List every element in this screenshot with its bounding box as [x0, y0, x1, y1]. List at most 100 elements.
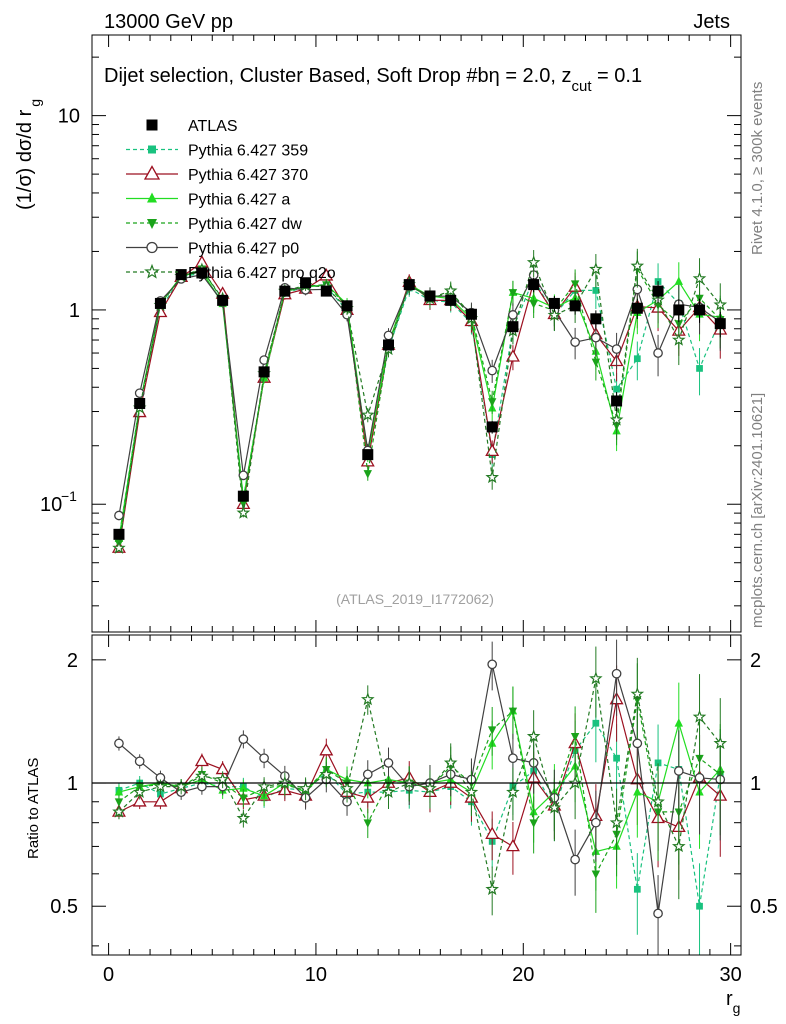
legend-label-pythia-6-427-370: Pythia 6.427 370: [188, 167, 308, 184]
data-point-atlas: [196, 267, 208, 279]
data-point-pythia-6-427-p0: [487, 365, 498, 376]
legend-marker-pythia-6-427-a: [147, 192, 157, 203]
data-point-pythia-6-427-dw: [529, 300, 538, 309]
ratio-point-pythia-6-427-pro-q2o: [215, 772, 230, 786]
legend-marker-pythia-6-427-pro-q2o: [144, 263, 160, 279]
data-point-pythia-6-427-p0: [611, 344, 622, 354]
data-point-atlas: [507, 321, 519, 333]
ratio-point-pythia-6-427-dw: [487, 726, 497, 735]
ratio-point-pythia-6-427-pro-q2o: [485, 882, 500, 896]
ratio-point-pythia-6-427-pro-q2o: [423, 781, 437, 795]
ratio-point-pythia-6-427-359: [696, 902, 703, 910]
data-point-pythia-6-427-pro-q2o: [547, 307, 562, 321]
data-point-pythia-6-427-pro-q2o: [713, 297, 728, 311]
data-point-pythia-6-427-p0: [591, 332, 601, 343]
data-point-atlas: [134, 397, 146, 409]
data-point-pythia-6-427-dw: [487, 398, 497, 407]
series-line-pythia-6-427-359: [118, 272, 721, 538]
ratio-line-pythia-6-427-pro-q2o: [118, 678, 721, 890]
data-point-atlas: [113, 528, 125, 540]
data-point-pythia-6-427-p0: [508, 310, 518, 320]
ratio-plot-frame: [91, 634, 742, 956]
ratio-point-pythia-6-427-p0: [134, 756, 145, 767]
ratio-point-pythia-6-427-359: [592, 719, 600, 727]
ratio-point-pythia-6-427-a: [674, 718, 683, 727]
data-point-atlas: [154, 297, 166, 309]
ratio-tick-label: 1: [67, 773, 78, 795]
legend-label-pythia-6-427-359: Pythia 6.427 359: [188, 143, 308, 160]
ratio-point-pythia-6-427-pro-q2o: [609, 815, 624, 829]
data-point-pythia-6-427-370: [485, 443, 500, 457]
data-point-pythia-6-427-359: [633, 355, 641, 363]
data-point-atlas: [673, 304, 685, 316]
ratio-point-pythia-6-427-pro-q2o: [713, 736, 728, 750]
ratio-point-pythia-6-427-p0: [362, 769, 373, 780]
data-point-atlas: [590, 313, 602, 325]
data-point-atlas: [548, 297, 560, 309]
x-tick-label: 0: [103, 964, 114, 986]
category-label: Jets: [693, 11, 730, 33]
ratio-point-pythia-6-427-p0: [259, 753, 269, 764]
ratio-point-pythia-6-427-p0: [591, 817, 601, 828]
plot-title: Dijet selection, Cluster Based, Soft Dro…: [104, 65, 642, 95]
data-point-pythia-6-427-pro-q2o: [236, 505, 251, 519]
ratio-point-pythia-6-427-pro-q2o: [195, 768, 209, 782]
legend-label-pythia-6-427-p0: Pythia 6.427 p0: [188, 241, 299, 258]
data-point-atlas: [714, 318, 726, 330]
data-point-atlas: [403, 279, 415, 291]
data-point-pythia-6-427-pro-q2o: [485, 470, 500, 484]
data-point-atlas: [486, 421, 498, 433]
data-point-pythia-6-427-359: [592, 287, 600, 294]
ratio-point-pythia-6-427-pro-q2o: [360, 692, 375, 706]
ratio-point-pythia-6-427-p0: [632, 738, 643, 749]
ratio-point-pythia-6-427-pro-q2o: [630, 686, 645, 700]
data-point-atlas: [424, 290, 436, 302]
ratio-point-pythia-6-427-dw: [570, 733, 580, 742]
data-point-pythia-6-427-pro-q2o: [671, 332, 686, 346]
legend-marker-pythia-6-427-p0: [146, 241, 158, 254]
ratio-point-pythia-6-427-pro-q2o: [257, 779, 271, 793]
ratio-point-pythia-6-427-dw: [239, 794, 248, 803]
ratio-point-pythia-6-427-pro-q2o: [589, 671, 603, 685]
y-tick-label-exponent: −1: [61, 488, 77, 504]
ratio-point-pythia-6-427-a: [114, 787, 124, 796]
series-line-pythia-6-427-pro-q2o: [118, 260, 721, 549]
legend-marker-pythia-6-427-370: [143, 165, 161, 180]
ratio-line-pythia-6-427-dw: [118, 699, 721, 876]
ratio-point-pythia-6-427-p0: [114, 738, 124, 749]
data-point-pythia-6-427-359: [696, 365, 703, 372]
ratio-point-pythia-6-427-359: [654, 759, 662, 767]
data-point-pythia-6-427-pro-q2o: [112, 540, 126, 554]
x-axis-label: rg: [726, 988, 740, 1016]
ratio-point-pythia-6-427-370: [485, 826, 500, 840]
ratio-point-pythia-6-427-p0: [653, 908, 663, 919]
data-point-pythia-6-427-pro-q2o: [630, 258, 645, 272]
ratio-point-pythia-6-427-p0: [570, 854, 580, 865]
data-point-atlas: [320, 285, 332, 297]
data-point-atlas: [631, 302, 643, 314]
legend-marker-pythia-6-427-359: [148, 145, 156, 154]
main-plot-frame: [91, 34, 742, 633]
ratio-tick-label-right: 0.5: [750, 896, 778, 918]
ratio-point-pythia-6-427-dw: [508, 707, 518, 717]
energy-label: 13000 GeV pp: [104, 11, 233, 33]
data-point-atlas: [258, 366, 270, 378]
ratio-tick-label: 2: [67, 650, 78, 672]
ratio-point-pythia-6-427-pro-q2o: [381, 784, 396, 798]
ratio-point-pythia-6-427-359: [633, 885, 641, 893]
x-tick-label: 20: [512, 964, 534, 986]
ratio-point-pythia-6-427-dw: [114, 798, 124, 807]
data-point-pythia-6-427-p0: [383, 330, 394, 341]
data-point-atlas: [237, 490, 249, 502]
y-tick-label: 10: [40, 494, 62, 516]
mcplots-label: mcplots.cern.ch [arXiv:2401.10621]: [749, 393, 766, 628]
data-point-pythia-6-427-pro-q2o: [526, 255, 541, 269]
data-point-atlas: [445, 294, 457, 306]
ratio-point-pythia-6-427-dw: [591, 870, 601, 879]
ratio-point-pythia-6-427-pro-q2o: [132, 784, 147, 798]
data-point-atlas: [279, 285, 291, 297]
data-point-atlas: [217, 294, 229, 306]
data-point-pythia-6-427-dw: [570, 280, 580, 289]
ratio-point-pythia-6-427-pro-q2o: [692, 709, 707, 723]
data-point-atlas: [694, 304, 706, 316]
